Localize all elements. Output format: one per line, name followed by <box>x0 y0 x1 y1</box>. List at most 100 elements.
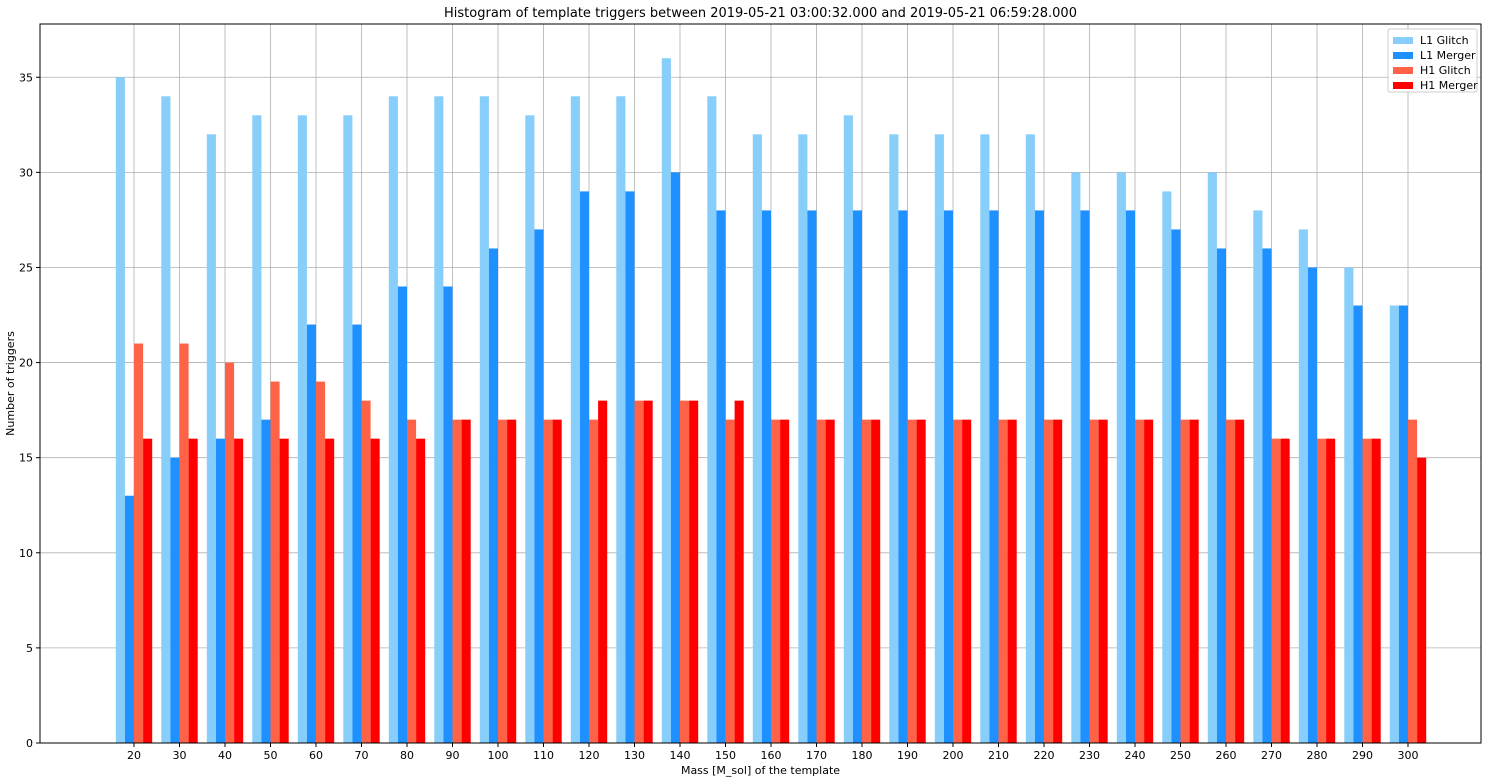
legend-box <box>1387 28 1478 93</box>
bar-h1-glitch <box>1317 438 1327 743</box>
x-tick-label: 160 <box>761 749 782 762</box>
bar-h1-merger <box>370 438 380 743</box>
bar-l1-glitch <box>1116 172 1126 743</box>
bar-l1-glitch <box>161 96 171 744</box>
x-tick-label: 150 <box>715 749 736 762</box>
bar-h1-merger <box>325 438 335 743</box>
bar-h1-glitch <box>771 419 781 743</box>
bar-l1-merger <box>625 191 635 744</box>
bar-h1-merger <box>188 438 198 743</box>
x-tick-label: 110 <box>533 749 554 762</box>
x-tick-label: 100 <box>488 749 509 762</box>
bar-l1-merger <box>670 172 680 743</box>
bar-h1-glitch <box>452 419 462 743</box>
legend-swatch <box>1393 37 1413 44</box>
bar-l1-glitch <box>1344 267 1354 743</box>
y-tick-label: 30 <box>19 166 33 179</box>
x-tick-label: 140 <box>670 749 691 762</box>
bar-l1-glitch <box>570 96 580 744</box>
y-tick-label: 10 <box>19 547 33 560</box>
bar-h1-merger <box>1144 419 1154 743</box>
bar-h1-glitch <box>953 419 963 743</box>
bar-l1-merger <box>761 210 771 743</box>
bar-l1-merger <box>215 438 225 743</box>
bar-l1-glitch <box>843 115 853 744</box>
y-tick-label: 15 <box>19 452 33 465</box>
bar-h1-glitch <box>862 419 872 743</box>
bar-h1-glitch <box>407 419 417 743</box>
x-tick-label: 250 <box>1170 749 1191 762</box>
bar-h1-glitch <box>543 419 553 743</box>
bar-h1-merger <box>871 419 881 743</box>
x-tick-label: 200 <box>943 749 964 762</box>
y-tick-label: 5 <box>26 642 33 655</box>
legend-label: H1 Glitch <box>1420 64 1471 77</box>
bar-h1-merger <box>1189 419 1199 743</box>
x-tick-label: 190 <box>897 749 918 762</box>
bar-h1-glitch <box>1044 419 1054 743</box>
x-tick-label: 260 <box>1216 749 1237 762</box>
bar-l1-merger <box>898 210 908 743</box>
bar-l1-glitch <box>707 96 717 744</box>
bar-h1-glitch <box>134 343 144 743</box>
x-tick-label: 60 <box>309 749 323 762</box>
bar-h1-glitch <box>1362 438 1372 743</box>
x-tick-label: 280 <box>1307 749 1328 762</box>
y-tick-label: 25 <box>19 261 33 274</box>
plot-frame <box>39 23 1482 744</box>
bar-l1-merger <box>170 457 180 743</box>
bar-h1-merger <box>1007 419 1017 743</box>
bar-h1-merger <box>689 400 699 743</box>
bar-h1-glitch <box>907 419 917 743</box>
bar-l1-glitch <box>297 115 307 744</box>
legend-swatch <box>1393 52 1413 59</box>
bar-h1-glitch <box>498 419 508 743</box>
bar-h1-glitch <box>1180 419 1190 743</box>
bar-l1-merger <box>1125 210 1135 743</box>
bar-h1-glitch <box>225 362 235 743</box>
bar-l1-glitch <box>434 96 444 744</box>
bar-h1-merger <box>416 438 426 743</box>
bar-l1-glitch <box>1298 229 1308 743</box>
bar-h1-merger <box>552 419 562 743</box>
x-tick-label: 40 <box>218 749 232 762</box>
y-tick-label: 20 <box>19 357 33 370</box>
y-tick-label: 0 <box>26 737 33 750</box>
legend-swatch <box>1393 82 1413 89</box>
legend-label: L1 Glitch <box>1420 34 1469 47</box>
bar-l1-merger <box>852 210 862 743</box>
x-tick-label: 240 <box>1125 749 1146 762</box>
bar-h1-merger <box>1053 419 1063 743</box>
bar-l1-merger <box>1216 248 1226 743</box>
bar-h1-merger <box>734 400 744 743</box>
bar-h1-merger <box>143 438 153 743</box>
bar-h1-merger <box>1280 438 1290 743</box>
x-tick-label: 220 <box>1034 749 1055 762</box>
x-tick-label: 170 <box>806 749 827 762</box>
bar-l1-glitch <box>525 115 535 744</box>
bar-l1-merger <box>534 229 544 743</box>
bar-h1-glitch <box>816 419 826 743</box>
legend-swatch <box>1393 67 1413 74</box>
bar-h1-merger <box>780 419 790 743</box>
bar-h1-merger <box>1371 438 1381 743</box>
bar-h1-merger <box>962 419 972 743</box>
bar-l1-glitch <box>1389 305 1399 743</box>
bar-h1-glitch <box>998 419 1008 743</box>
bar-l1-merger <box>1262 248 1272 743</box>
bar-l1-glitch <box>752 134 762 743</box>
bar-h1-merger <box>1326 438 1336 743</box>
bar-l1-glitch <box>479 96 489 744</box>
bar-h1-merger <box>279 438 289 743</box>
bar-h1-merger <box>825 419 835 743</box>
y-axis-title: Number of triggers <box>4 331 17 436</box>
x-tick-label: 30 <box>173 749 187 762</box>
bar-h1-merger <box>234 438 244 743</box>
bar-h1-merger <box>598 400 608 743</box>
x-tick-label: 80 <box>400 749 414 762</box>
x-tick-label: 290 <box>1352 749 1373 762</box>
bar-l1-glitch <box>1025 134 1035 743</box>
bar-l1-glitch <box>115 77 125 743</box>
bar-h1-merger <box>1098 419 1108 743</box>
